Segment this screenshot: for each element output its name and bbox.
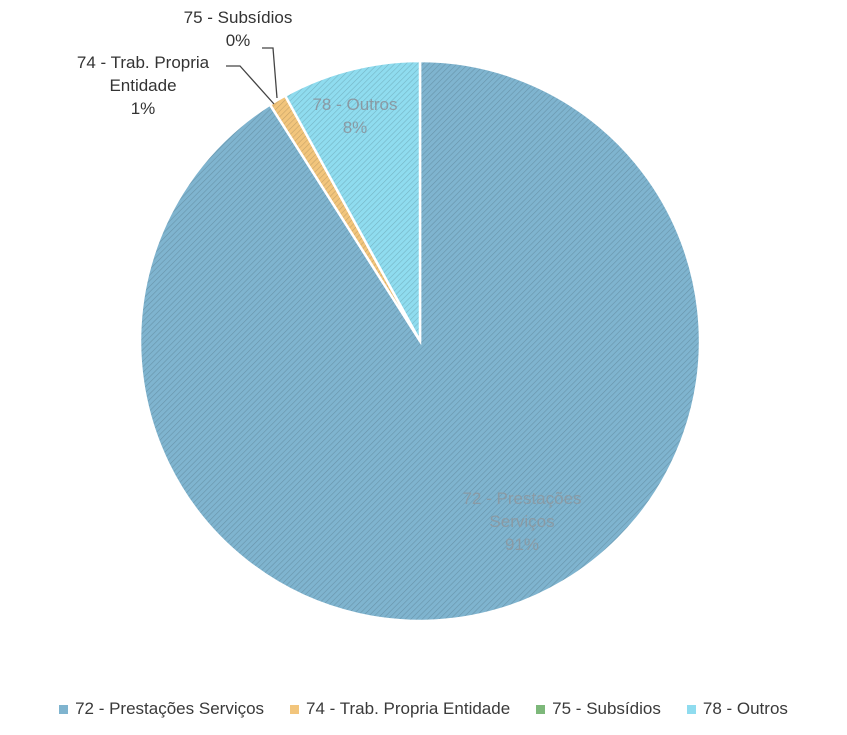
data-label-prestacoes-servicos-line-1: Serviços — [489, 512, 554, 531]
legend-swatch-prestacoes-servicos — [59, 704, 69, 714]
legend-label-outros: 78 - Outros — [702, 699, 788, 718]
legend-item-prestacoes-servicos: 72 - Prestações Serviços — [59, 699, 264, 719]
data-label-trab-propria-entidade-line-0: 74 - Trab. Propria — [77, 53, 210, 72]
legend-swatch-outros — [686, 704, 696, 714]
legend-item-subsidios: 75 - Subsídios — [536, 699, 661, 719]
data-label-prestacoes-servicos-line-2: 91% — [505, 535, 539, 554]
data-label-subsidios-line-0: 75 - Subsídios — [184, 8, 293, 27]
legend-swatch-subsidios — [536, 704, 546, 714]
legend-label-subsidios: 75 - Subsídios — [552, 699, 661, 718]
data-label-subsidios: 75 - Subsídios 0% — [184, 8, 293, 50]
legend-item-outros: 78 - Outros — [686, 699, 788, 719]
data-label-outros-line-0: 78 - Outros — [312, 95, 397, 114]
legend: 72 - Prestações Serviços 74 - Trab. Prop… — [0, 694, 847, 724]
pie-slice-outros — [283, 59, 422, 342]
legend-swatch-trab-propria-entidade — [290, 704, 300, 714]
data-label-trab-propria-entidade-line-2: 1% — [131, 99, 156, 118]
data-label-prestacoes-servicos: 72 - Prestações Serviços 91% — [462, 489, 581, 554]
data-label-prestacoes-servicos-line-0: 72 - Prestações — [462, 489, 581, 508]
leader-lines — [226, 47, 278, 105]
legend-label-prestacoes-servicos: 72 - Prestações Serviços — [75, 699, 265, 718]
pie-slices — [138, 59, 702, 623]
leader-line-subsidios — [262, 47, 278, 99]
data-label-outros-line-1: 8% — [343, 118, 368, 137]
data-label-outros: 78 - Outros 8% — [312, 95, 397, 137]
legend-item-trab-propria-entidade: 74 - Trab. Propria Entidade — [290, 699, 510, 719]
data-label-subsidios-line-1: 0% — [226, 31, 251, 50]
data-label-trab-propria-entidade: 74 - Trab. Propria Entidade 1% — [77, 53, 210, 118]
data-label-trab-propria-entidade-line-1: Entidade — [109, 76, 176, 95]
leader-line-trab-propria-entidade — [226, 65, 275, 105]
data-labels: 72 - Prestações Serviços 91% 74 - Trab. Pro… — [77, 8, 582, 554]
legend-label-trab-propria-entidade: 74 - Trab. Propria Entidade — [306, 699, 511, 718]
